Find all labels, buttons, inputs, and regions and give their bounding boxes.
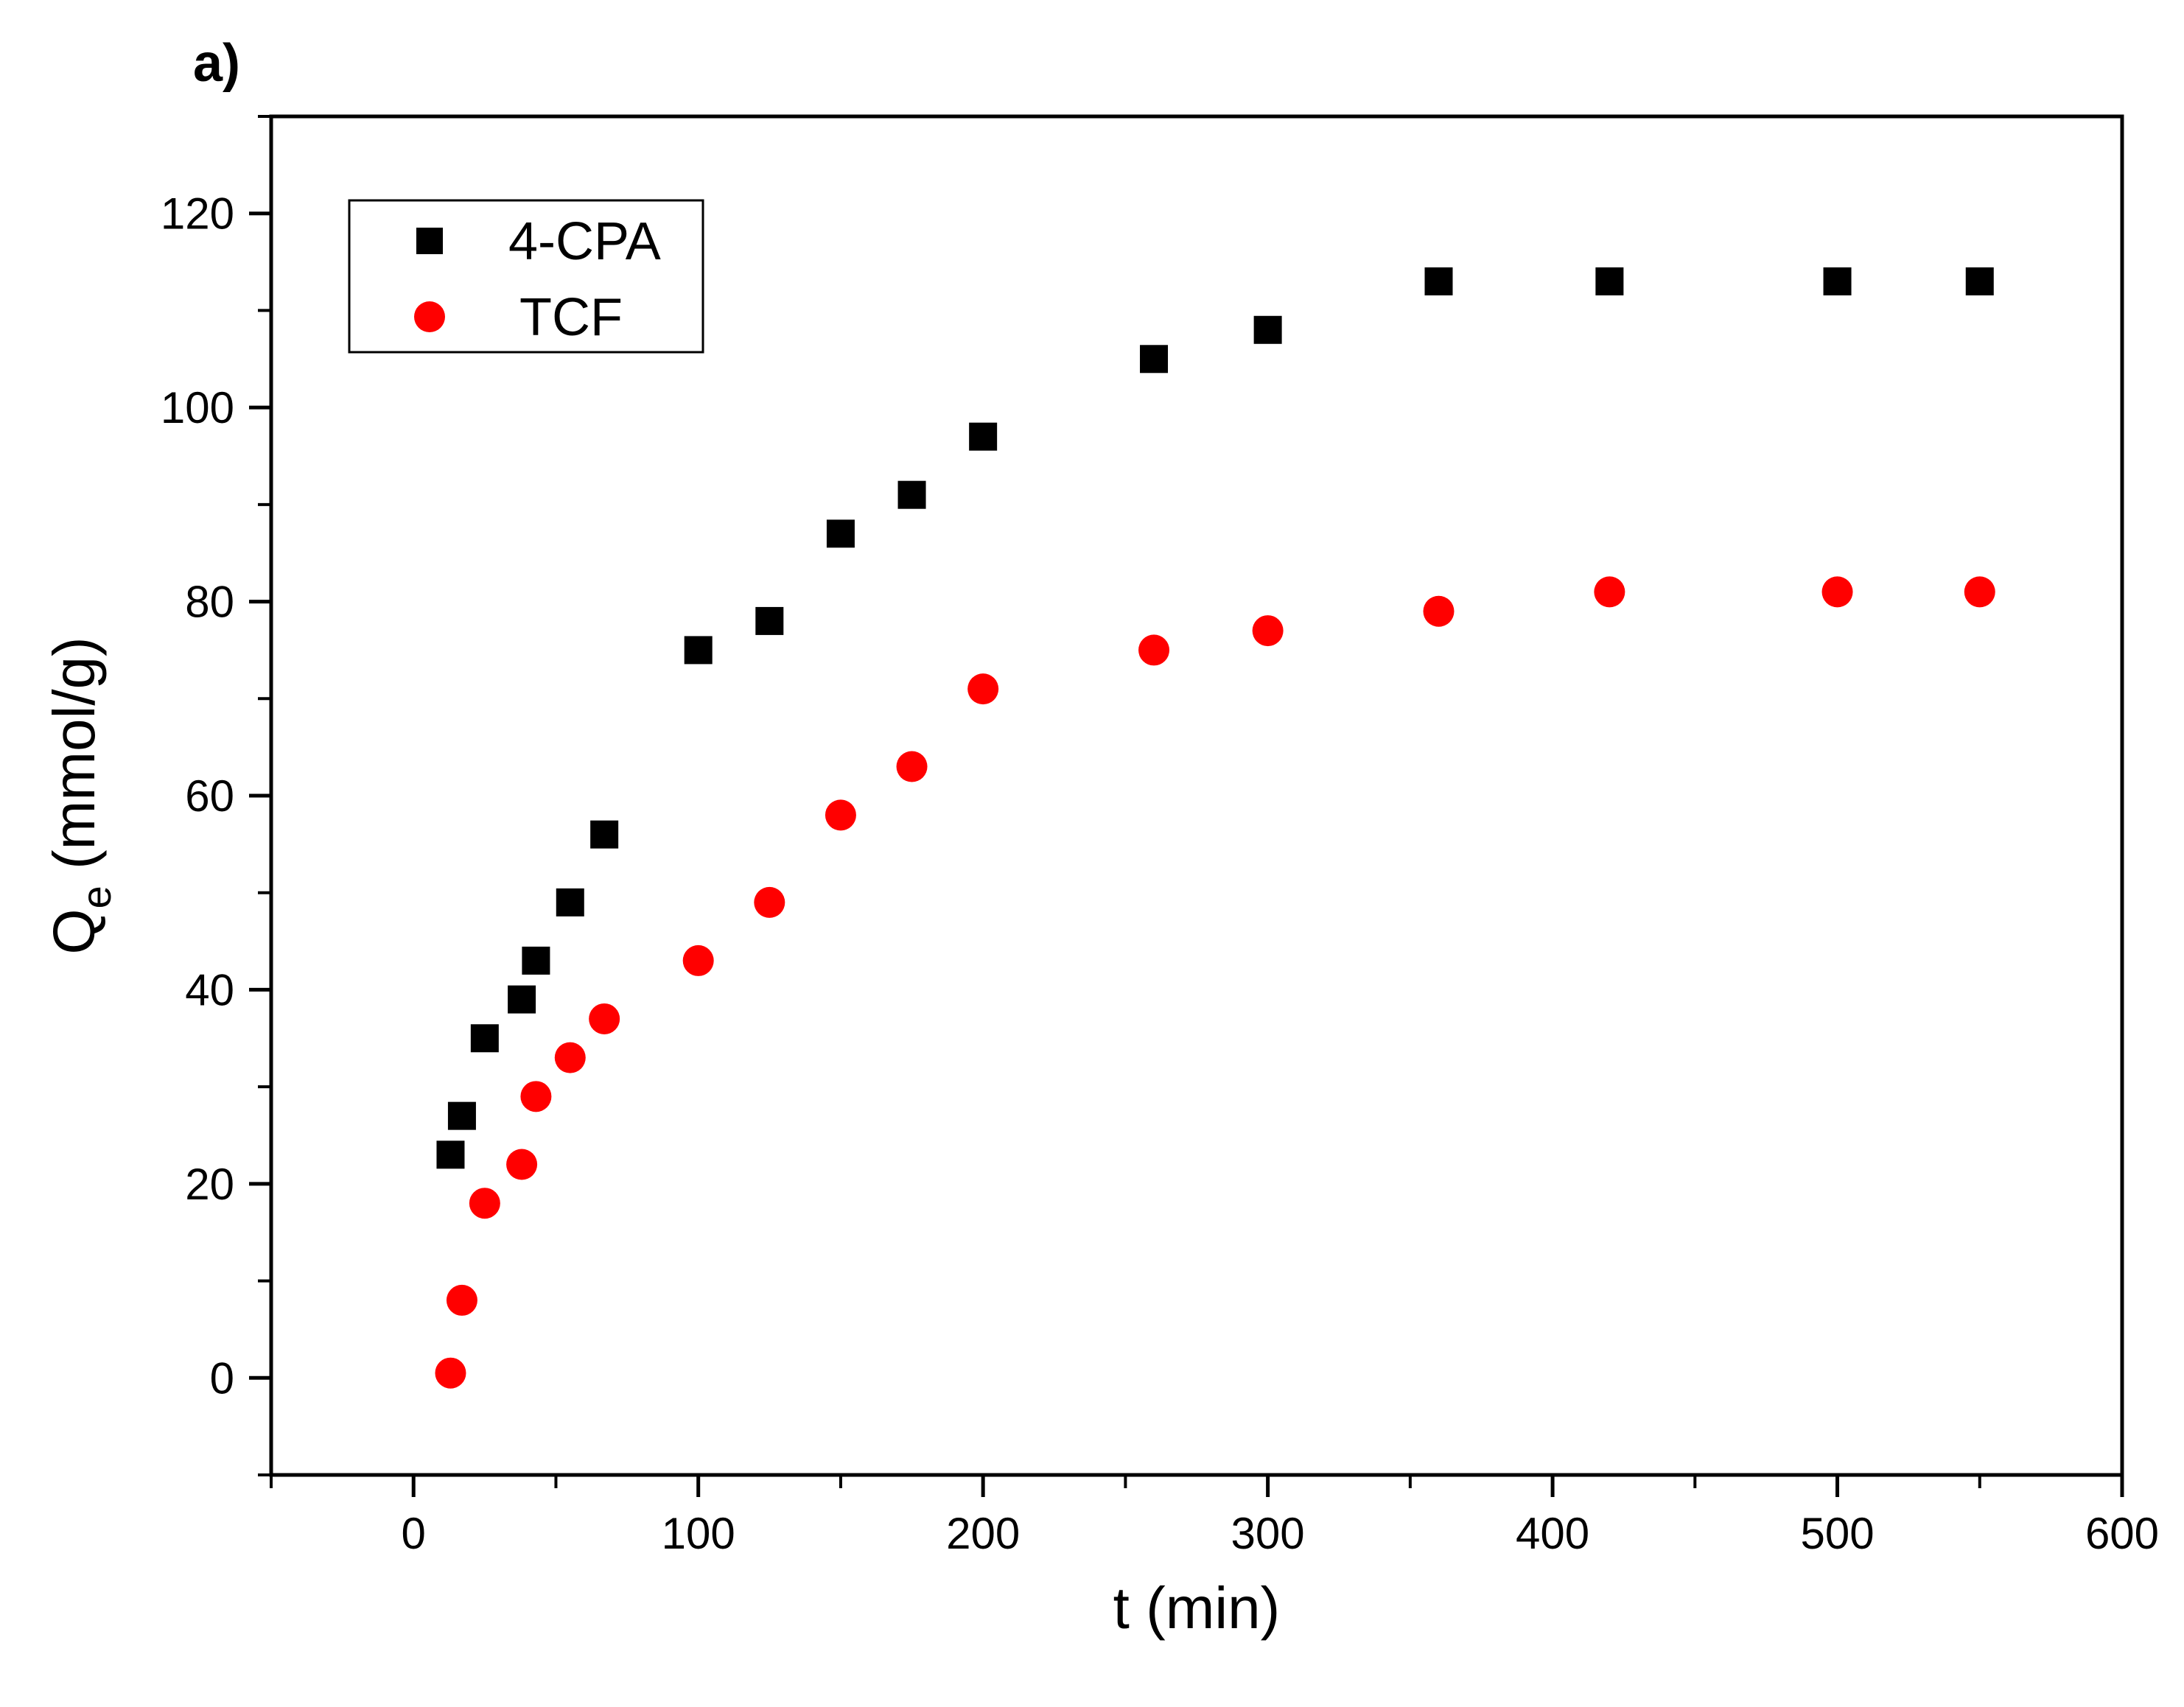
point-4-cpa bbox=[508, 985, 536, 1014]
point-tcf bbox=[682, 944, 714, 976]
point-tcf bbox=[754, 886, 785, 918]
legend-label-4-cpa: 4-CPA bbox=[508, 212, 661, 271]
legend-marker-4-cpa bbox=[416, 228, 443, 254]
point-tcf bbox=[967, 673, 999, 705]
y-tick-label: 0 bbox=[210, 1353, 234, 1403]
svg-text:Qe (mmol/g): Qe (mmol/g) bbox=[41, 637, 119, 954]
point-4-cpa bbox=[969, 422, 998, 451]
legend-label-tcf: TCF bbox=[519, 288, 623, 347]
point-4-cpa bbox=[1140, 345, 1169, 374]
point-4-cpa bbox=[826, 519, 855, 548]
point-4-cpa bbox=[755, 606, 784, 635]
x-tick-label: 400 bbox=[1516, 1509, 1589, 1558]
point-tcf bbox=[896, 751, 928, 782]
x-tick-label: 600 bbox=[2085, 1509, 2159, 1558]
point-tcf bbox=[1821, 576, 1853, 608]
point-tcf bbox=[446, 1284, 477, 1316]
point-4-cpa bbox=[1965, 267, 1994, 295]
point-4-cpa bbox=[522, 946, 550, 975]
point-4-cpa bbox=[1253, 315, 1282, 344]
point-4-cpa bbox=[1823, 267, 1852, 295]
x-tick-label: 500 bbox=[1800, 1509, 1874, 1558]
point-tcf bbox=[1252, 615, 1284, 647]
y-axis-title: Qe (mmol/g) bbox=[41, 637, 119, 954]
point-tcf bbox=[554, 1042, 586, 1073]
point-tcf bbox=[520, 1081, 552, 1112]
point-tcf bbox=[1964, 576, 1995, 608]
point-4-cpa bbox=[590, 820, 619, 849]
point-4-cpa bbox=[470, 1024, 499, 1053]
point-4-cpa bbox=[556, 888, 584, 916]
point-tcf bbox=[825, 799, 856, 831]
y-axis: 0 20 40 60 80 100 120 bbox=[161, 115, 271, 1476]
y-axis-title-unit: (mmol/g) bbox=[41, 637, 107, 886]
point-4-cpa bbox=[684, 636, 713, 665]
x-tick-label: 200 bbox=[946, 1509, 1020, 1558]
x-tick-label: 100 bbox=[662, 1509, 735, 1558]
point-4-cpa bbox=[1595, 267, 1624, 295]
y-tick-label: 40 bbox=[185, 965, 234, 1014]
y-axis-title-main: Q bbox=[41, 908, 107, 954]
y-tick-label: 60 bbox=[185, 771, 234, 821]
y-tick-label: 80 bbox=[185, 578, 234, 627]
point-tcf bbox=[469, 1188, 500, 1219]
y-tick-label: 20 bbox=[185, 1160, 234, 1209]
y-axis-title-sub: e bbox=[73, 886, 119, 908]
point-4-cpa bbox=[897, 480, 926, 509]
point-tcf bbox=[1594, 576, 1625, 608]
point-tcf bbox=[589, 1003, 620, 1034]
point-4-cpa bbox=[1424, 267, 1453, 295]
legend-box bbox=[348, 199, 704, 354]
point-4-cpa bbox=[447, 1101, 476, 1130]
point-tcf bbox=[506, 1149, 538, 1180]
point-tcf bbox=[435, 1357, 466, 1389]
legend-marker-tcf bbox=[414, 301, 445, 332]
x-axis: 0 100 200 300 400 500 600 bbox=[270, 1475, 2159, 1558]
point-tcf bbox=[1423, 595, 1455, 627]
y-tick-label: 100 bbox=[161, 383, 234, 432]
plot-marks bbox=[435, 267, 1995, 1389]
point-4-cpa bbox=[436, 1140, 465, 1169]
x-tick-label: 0 bbox=[402, 1509, 426, 1558]
y-tick-label: 120 bbox=[161, 189, 234, 239]
x-tick-label: 300 bbox=[1231, 1509, 1305, 1558]
point-tcf bbox=[1138, 634, 1170, 666]
panel-label: a) bbox=[193, 34, 240, 93]
x-axis-title: t (min) bbox=[1113, 1575, 1281, 1641]
legend: 4-CPA TCF bbox=[348, 199, 704, 354]
